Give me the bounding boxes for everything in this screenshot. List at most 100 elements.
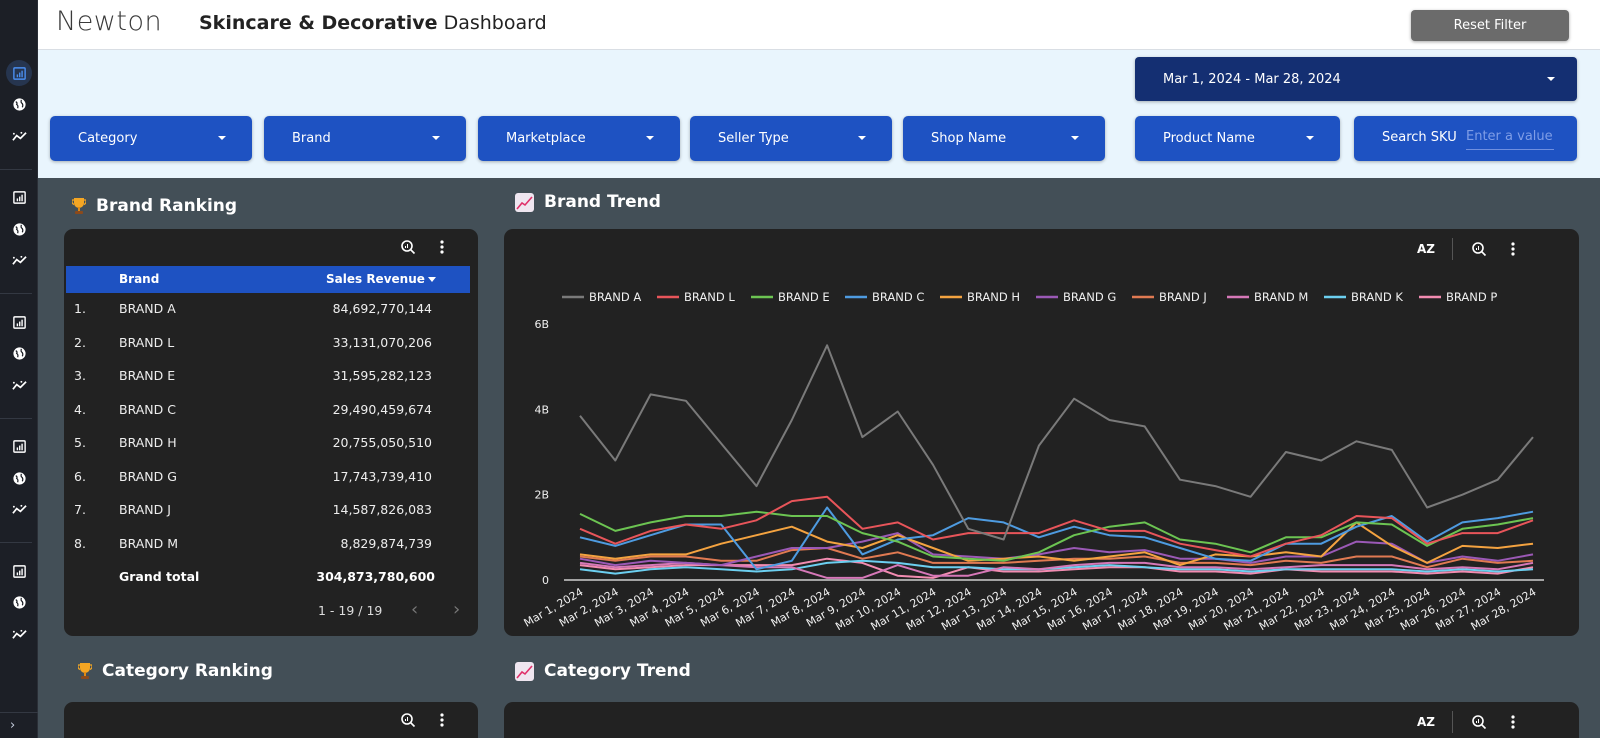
globe-icon[interactable] [6, 92, 32, 118]
row-revenue: 20,755,050,510 [332, 435, 432, 450]
series-line-brand-p [579, 557, 1534, 579]
report-icon[interactable] [6, 434, 32, 460]
trend-icon[interactable] [6, 248, 32, 274]
row-rank: 1. [74, 301, 86, 316]
dropdown-product-name[interactable]: Product Name [1135, 116, 1340, 161]
table-row[interactable]: 2. BRAND L 33,131,070,206 [64, 327, 470, 360]
trend-icon[interactable] [6, 123, 32, 149]
trend-icon[interactable] [6, 372, 32, 398]
series-line-brand-k [579, 559, 1534, 575]
legend-label[interactable]: BRAND K [1351, 290, 1403, 304]
chevron-down-icon [218, 136, 226, 140]
row-revenue: 31,595,282,123 [332, 368, 432, 383]
category-ranking-card [64, 702, 478, 738]
globe-icon[interactable] [6, 590, 32, 616]
row-rank: 6. [74, 468, 86, 484]
legend-label[interactable]: BRAND E [778, 290, 830, 304]
chevron-down-icon [432, 136, 440, 140]
sort-az-icon[interactable]: AZ [1417, 242, 1435, 256]
row-revenue: 8,829,874,739 [340, 535, 432, 551]
series-line-brand-h [579, 521, 1534, 567]
column-header-sales-revenue[interactable]: Sales Revenue [326, 272, 425, 286]
legend-label[interactable]: BRAND M [1254, 290, 1308, 304]
globe-icon[interactable] [6, 465, 32, 491]
row-brand: BRAND H [119, 435, 177, 450]
next-page-button[interactable]: › [453, 599, 461, 620]
legend-label[interactable]: BRAND J [1159, 290, 1207, 304]
table-row[interactable]: 1. BRAND A 84,692,770,144 [64, 293, 470, 326]
brand-trend-chart: BRAND A BRAND L BRAND E BRAND C BRAND H BRAND… [522, 290, 1544, 633]
search-sku-label: Search SKU [1382, 130, 1457, 145]
row-brand: BRAND L [119, 334, 175, 350]
globe-icon[interactable] [6, 341, 32, 367]
table-row[interactable]: 3. BRAND E 31,595,282,123 [64, 360, 470, 393]
dropdown-category[interactable]: Category [50, 116, 252, 161]
date-range-picker[interactable]: Mar 1, 2024 - Mar 28, 2024 [1135, 57, 1577, 101]
more-vert-icon[interactable] [1505, 241, 1521, 257]
y-tick-label: 2B [534, 489, 549, 502]
header: Newton Skincare & Decorative Dashboard R… [38, 0, 1600, 50]
more-vert-icon[interactable] [434, 712, 450, 728]
more-vert-icon[interactable] [434, 239, 450, 255]
series-line-brand-a [579, 344, 1534, 541]
grand-total-label: Grand total [119, 569, 200, 584]
report-icon[interactable] [6, 60, 32, 86]
reset-filter-button[interactable]: Reset Filter [1411, 10, 1569, 41]
chart-increasing-icon [515, 661, 534, 681]
date-range-label: Mar 1, 2024 - Mar 28, 2024 [1163, 71, 1341, 87]
search-sku-input[interactable] [1466, 124, 1554, 150]
row-brand: BRAND C [119, 401, 176, 417]
category-trend-title: Category Trend [515, 661, 691, 681]
dropdown-shop-name[interactable]: Shop Name [903, 116, 1105, 161]
explore-icon[interactable] [1471, 714, 1487, 730]
report-icon[interactable] [6, 558, 32, 584]
globe-icon[interactable] [6, 216, 32, 242]
legend-label[interactable]: BRAND P [1446, 290, 1497, 304]
rail-divider [0, 168, 32, 170]
section-title-text: Category Ranking [102, 661, 273, 681]
legend-label[interactable]: BRAND C [872, 290, 924, 304]
category-ranking-title: Category Ranking [77, 661, 273, 681]
sort-az-icon[interactable]: AZ [1417, 715, 1435, 729]
trend-icon[interactable] [6, 621, 32, 647]
rail-divider [0, 293, 32, 294]
report-icon[interactable] [6, 309, 32, 335]
legend-label[interactable]: BRAND H [967, 290, 1020, 304]
y-tick-label: 6B [534, 318, 549, 331]
explore-icon[interactable] [1471, 241, 1487, 257]
report-icon[interactable] [6, 185, 32, 211]
chevron-down-icon [1547, 77, 1555, 81]
brand-ranking-card: Brand Sales Revenue 1. BRAND A 84,692,770,… [64, 229, 478, 636]
explore-icon[interactable] [400, 712, 416, 728]
section-title-text: Category Trend [544, 661, 691, 681]
row-brand: BRAND M [119, 535, 179, 551]
table-row[interactable]: 5. BRAND H 20,755,050,510 [64, 427, 470, 460]
sort-desc-icon[interactable] [428, 277, 436, 282]
chevron-right-icon[interactable]: › [10, 718, 16, 733]
rail-divider [0, 712, 38, 713]
table-row[interactable]: 8. BRAND M 8,829,874,739 [64, 528, 470, 561]
table-row[interactable]: 7. BRAND J 14,587,826,083 [64, 494, 470, 527]
table-row[interactable]: 4. BRAND C 29,490,459,674 [64, 394, 470, 427]
dropdown-seller-type[interactable]: Seller Type [690, 116, 892, 161]
explore-icon[interactable] [400, 239, 416, 255]
legend-label[interactable]: BRAND G [1063, 290, 1116, 304]
row-brand: BRAND A [119, 301, 176, 316]
page-title: Skincare & Decorative Dashboard [199, 12, 547, 34]
table-row[interactable]: 6. BRAND G 17,743,739,410 [64, 461, 470, 494]
dropdown-label: Product Name [1163, 131, 1255, 146]
page-title-rest: Dashboard [443, 12, 547, 34]
trend-icon[interactable] [6, 497, 32, 523]
dropdown-brand[interactable]: Brand [264, 116, 466, 161]
column-header-brand[interactable]: Brand [119, 272, 160, 286]
legend-label[interactable]: BRAND L [684, 290, 735, 304]
left-nav-rail: › [0, 0, 38, 738]
prev-page-button[interactable]: ‹ [411, 599, 419, 620]
legend-label[interactable]: BRAND A [589, 290, 641, 304]
brand-ranking-title: Brand Ranking [71, 196, 237, 216]
dropdown-marketplace[interactable]: Marketplace [478, 116, 680, 161]
row-brand: BRAND G [119, 468, 177, 484]
row-rank: 3. [74, 368, 86, 383]
more-vert-icon[interactable] [1505, 714, 1521, 730]
section-title-text: Brand Trend [544, 192, 661, 212]
